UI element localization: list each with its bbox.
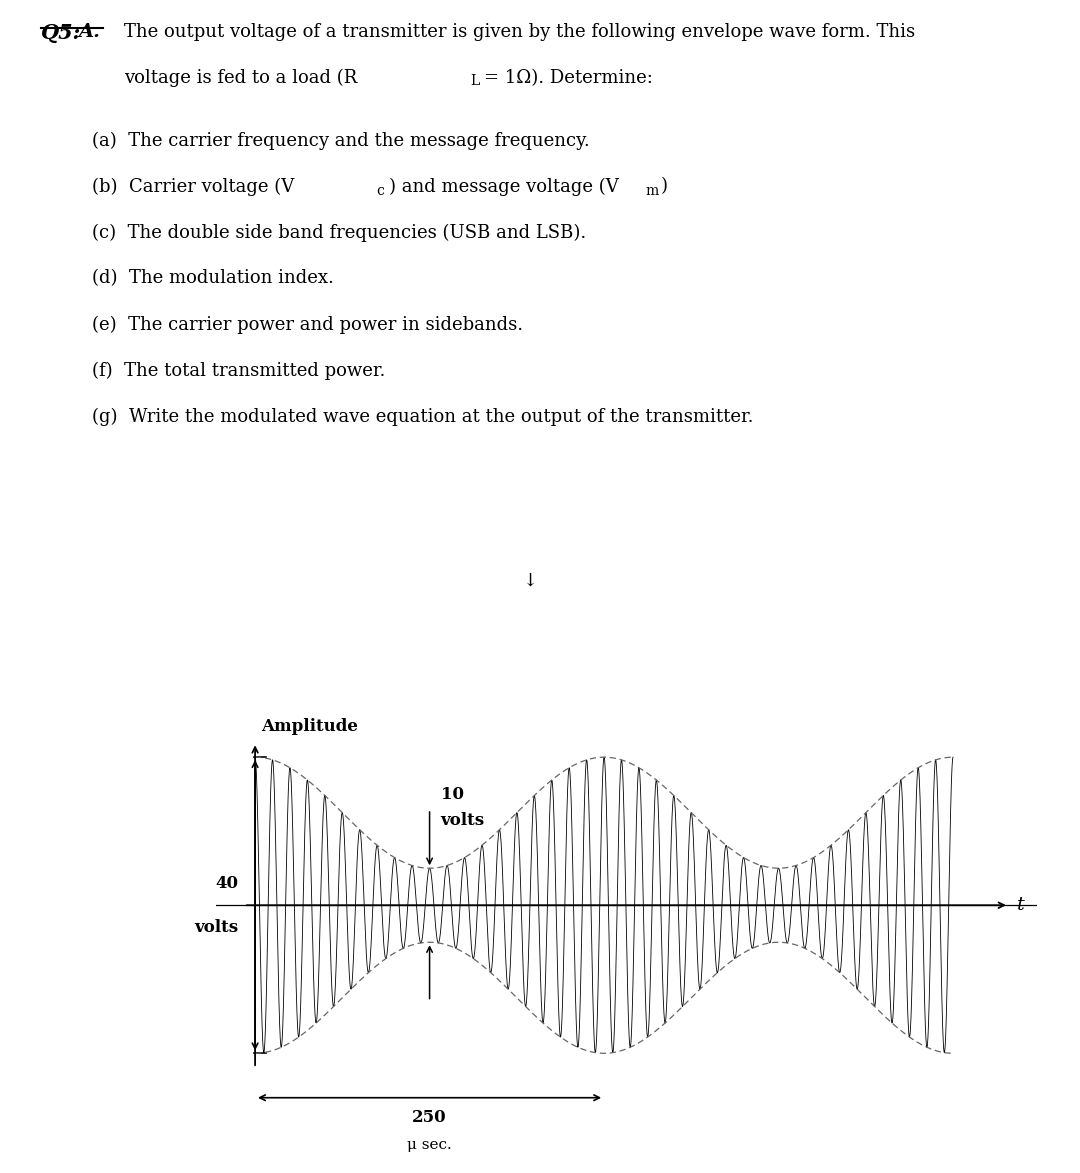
Text: voltage is fed to a load (R: voltage is fed to a load (R — [124, 69, 357, 87]
Text: 10: 10 — [441, 786, 463, 802]
Text: L: L — [470, 74, 480, 88]
Text: volts: volts — [441, 812, 485, 828]
Text: (d)  The modulation index.: (d) The modulation index. — [92, 270, 334, 287]
Text: m: m — [646, 184, 659, 198]
Text: (c)  The double side band frequencies (USB and LSB).: (c) The double side band frequencies (US… — [92, 223, 586, 242]
Text: 250: 250 — [413, 1108, 447, 1126]
Text: (a)  The carrier frequency and the message frequency.: (a) The carrier frequency and the messag… — [92, 131, 590, 150]
Text: A.: A. — [79, 23, 100, 41]
Text: = 1Ω). Determine:: = 1Ω). Determine: — [484, 69, 652, 87]
Text: (e)  The carrier power and power in sidebands.: (e) The carrier power and power in sideb… — [92, 316, 523, 333]
Text: volts: volts — [194, 918, 239, 936]
Text: The output voltage of a transmitter is given by the following envelope wave form: The output voltage of a transmitter is g… — [124, 23, 916, 41]
Text: (f)  The total transmitted power.: (f) The total transmitted power. — [92, 361, 386, 380]
Text: ↓: ↓ — [522, 571, 537, 590]
Text: 40: 40 — [215, 875, 239, 891]
Text: Amplitude: Amplitude — [260, 718, 357, 735]
Text: ) and message voltage (V: ) and message voltage (V — [389, 177, 619, 196]
Text: (b)  Carrier voltage (V: (b) Carrier voltage (V — [92, 177, 294, 196]
Text: Q5:: Q5: — [41, 23, 81, 43]
Text: t: t — [1017, 896, 1025, 914]
Text: μ sec.: μ sec. — [407, 1139, 451, 1152]
Text: ): ) — [661, 177, 667, 196]
Text: c: c — [376, 184, 383, 198]
Text: (g)  Write the modulated wave equation at the output of the transmitter.: (g) Write the modulated wave equation at… — [92, 407, 754, 426]
